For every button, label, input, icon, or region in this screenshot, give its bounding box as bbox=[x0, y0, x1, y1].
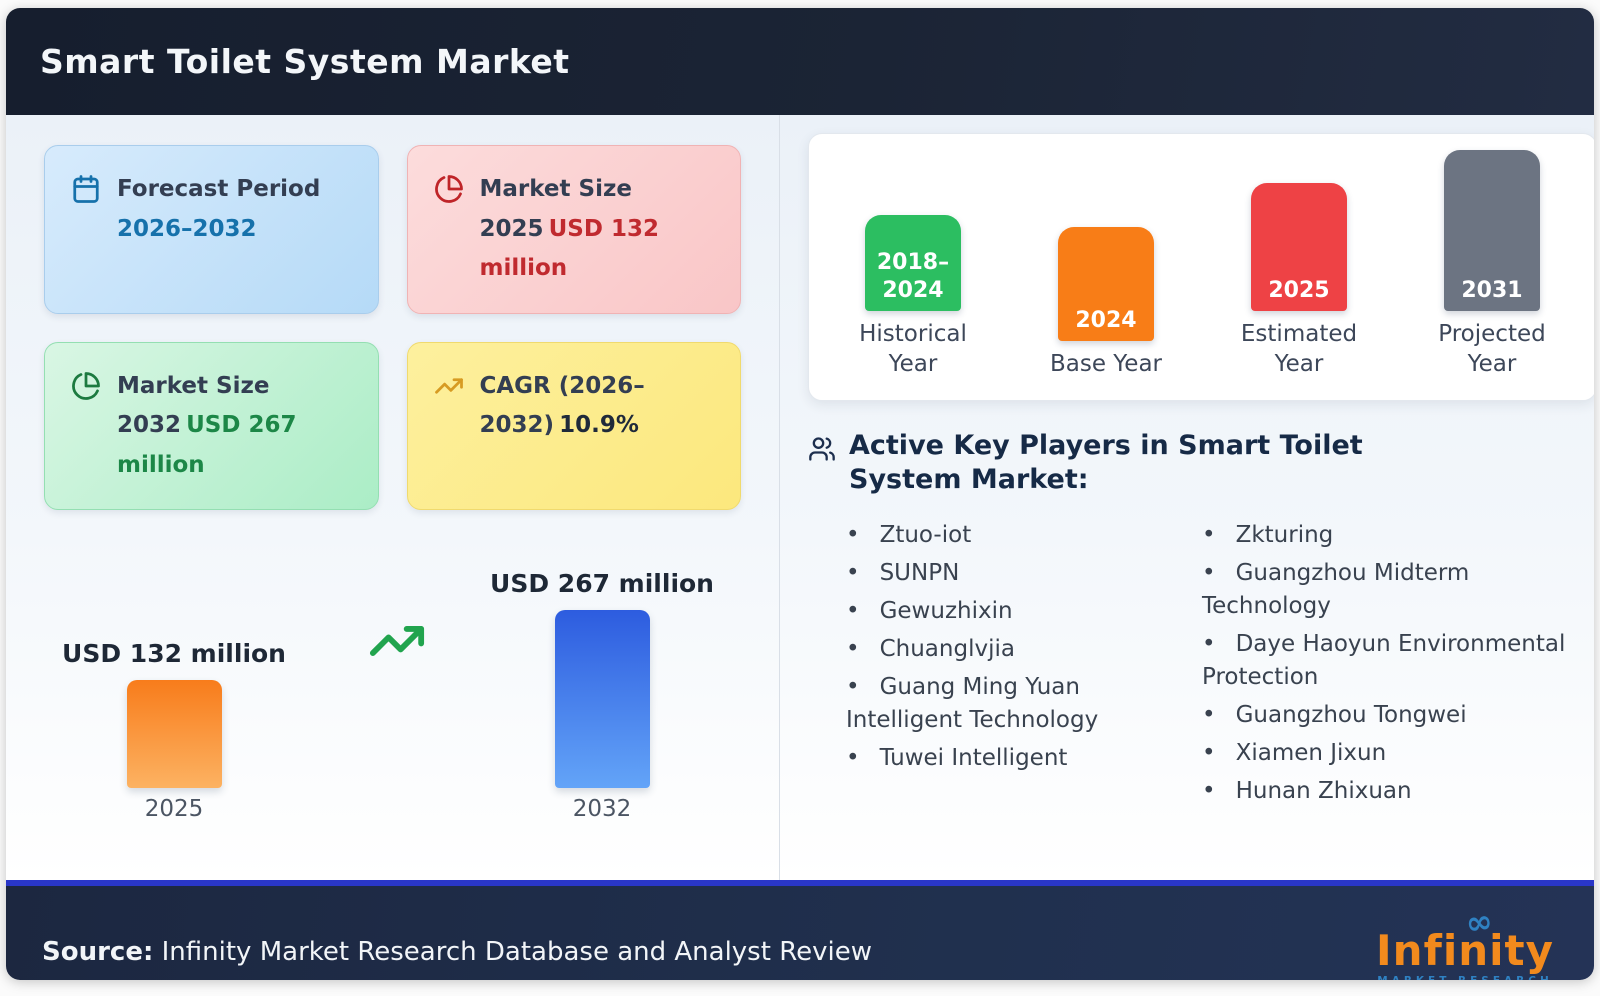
trending-up-icon bbox=[362, 612, 432, 674]
infographic-card: Smart Toilet System Market Forecast Peri… bbox=[6, 8, 1594, 980]
growth-bar-2025 bbox=[126, 680, 222, 789]
stat-cards-grid: Forecast Period 2026–2032 Market Size 20… bbox=[44, 145, 741, 511]
page-title: Smart Toilet System Market bbox=[40, 42, 570, 81]
source-text: Infinity Market Research Database and An… bbox=[153, 936, 872, 967]
infinity-icon: ∞ bbox=[1463, 901, 1496, 943]
key-players-heading: Active Key Players in Smart Toilet Syste… bbox=[849, 430, 1363, 495]
list-item: Daye Haoyun Environmental Protection bbox=[1202, 628, 1594, 694]
header: Smart Toilet System Market bbox=[6, 8, 1594, 115]
stat-card-value: 10.9% bbox=[559, 412, 639, 439]
timeline-column-estimated: 2025 Estimated Year bbox=[1229, 183, 1369, 380]
trending-up-icon bbox=[434, 371, 464, 401]
stat-card-title: Market Size 2032 bbox=[117, 372, 270, 439]
timeline-bar: 2025 bbox=[1251, 183, 1347, 312]
stat-card-title: CAGR (2026–2032) bbox=[479, 372, 645, 439]
timeline-caption: Projected Year bbox=[1438, 321, 1546, 378]
timeline-bar: 2031 bbox=[1444, 150, 1540, 312]
source-note: Source: Infinity Market Research Databas… bbox=[42, 937, 872, 967]
timeline-bar: 2018–2024 bbox=[865, 215, 961, 312]
right-panel: 2018–2024 Historical Year 2024 Base Year… bbox=[780, 115, 1594, 880]
timeline-caption: Base Year bbox=[1049, 351, 1162, 378]
key-players-list-left: Ztuo-iot SUNPN Gewuzhixin Chuanglvjia Gu… bbox=[846, 519, 1184, 814]
list-item: Guangzhou Midterm Technology bbox=[1202, 557, 1594, 623]
timeline-column-projected: 2031 Projected Year bbox=[1422, 150, 1562, 380]
stat-card-title: Market Size 2025 bbox=[479, 176, 632, 242]
timeline-caption: Estimated Year bbox=[1240, 321, 1358, 378]
brand-name: Infinity bbox=[1376, 926, 1554, 976]
timeline-bar-year: 2025 bbox=[1268, 277, 1330, 303]
stat-card-value: USD 132 million bbox=[479, 215, 659, 282]
list-item: Guang Ming Yuan Intelligent Technology bbox=[846, 671, 1184, 737]
timeline-bar: 2024 bbox=[1058, 227, 1154, 342]
calendar-icon bbox=[71, 174, 101, 204]
growth-bar-value-label: USD 132 million bbox=[62, 639, 286, 669]
footer: Source: Infinity Market Research Databas… bbox=[6, 886, 1594, 980]
pie-chart-icon bbox=[71, 371, 101, 401]
growth-bar-year-label: 2032 bbox=[572, 796, 632, 823]
stat-card-cagr: CAGR (2026–2032) 10.9% bbox=[406, 341, 741, 511]
timeline-bar-year: 2031 bbox=[1461, 277, 1523, 303]
market-growth-chart: USD 132 million 2025 USD 267 million 203… bbox=[44, 550, 741, 880]
timeline-bar-year: 2018–2024 bbox=[876, 250, 950, 303]
stat-card-market-size-2032: Market Size 2032 USD 267 million bbox=[44, 341, 379, 511]
list-item: Xiamen Jixun bbox=[1202, 737, 1594, 770]
timeline-column-historical: 2018–2024 Historical Year bbox=[843, 215, 983, 380]
timeline-bar-year: 2024 bbox=[1075, 307, 1137, 333]
growth-bar-group-2032: USD 267 million 2032 bbox=[490, 569, 714, 823]
main-content: Forecast Period 2026–2032 Market Size 20… bbox=[6, 115, 1594, 881]
list-item: SUNPN bbox=[846, 557, 1184, 590]
growth-bar-group-2025: USD 132 million 2025 bbox=[62, 639, 286, 823]
source-label: Source: bbox=[42, 936, 154, 967]
brand-subtitle: MARKET RESEARCH bbox=[1376, 975, 1554, 980]
brand-logo: ∞ Infinity MARKET RESEARCH bbox=[1376, 902, 1554, 980]
stat-card-value: USD 267 million bbox=[117, 412, 297, 478]
users-icon bbox=[808, 435, 836, 467]
list-item: Ztuo-iot bbox=[846, 519, 1184, 552]
timeline-caption: Historical Year bbox=[859, 321, 967, 378]
list-item: Tuwei Intelligent bbox=[846, 742, 1184, 775]
footer-accent-line bbox=[6, 880, 1594, 887]
timeline-chart: 2018–2024 Historical Year 2024 Base Year… bbox=[808, 133, 1594, 401]
key-players-section: Active Key Players in Smart Toilet Syste… bbox=[808, 429, 1594, 813]
growth-bar-value-label: USD 267 million bbox=[490, 569, 714, 599]
timeline-column-base: 2024 Base Year bbox=[1036, 227, 1176, 380]
list-item: Chuanglvjia bbox=[846, 633, 1184, 666]
stat-card-title: Forecast Period bbox=[117, 176, 321, 202]
growth-bar-2032 bbox=[554, 610, 650, 789]
list-item: Guangzhou Tongwei bbox=[1202, 699, 1594, 732]
stat-card-value: 2026–2032 bbox=[117, 215, 257, 242]
key-players-list-right: Zkturing Guangzhou Midterm Technology Da… bbox=[1202, 519, 1594, 814]
pie-chart-icon bbox=[434, 174, 464, 204]
growth-bar-year-label: 2025 bbox=[144, 796, 204, 823]
list-item: Hunan Zhixuan bbox=[1202, 775, 1594, 808]
list-item: Zkturing bbox=[1202, 519, 1594, 552]
stat-card-forecast-period: Forecast Period 2026–2032 bbox=[44, 145, 379, 314]
stat-card-market-size-2025: Market Size 2025 USD 132 million bbox=[406, 145, 741, 314]
left-panel: Forecast Period 2026–2032 Market Size 20… bbox=[6, 115, 780, 881]
list-item: Gewuzhixin bbox=[846, 595, 1184, 628]
